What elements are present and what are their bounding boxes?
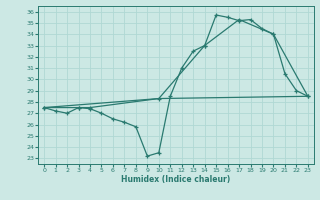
X-axis label: Humidex (Indice chaleur): Humidex (Indice chaleur) [121,175,231,184]
